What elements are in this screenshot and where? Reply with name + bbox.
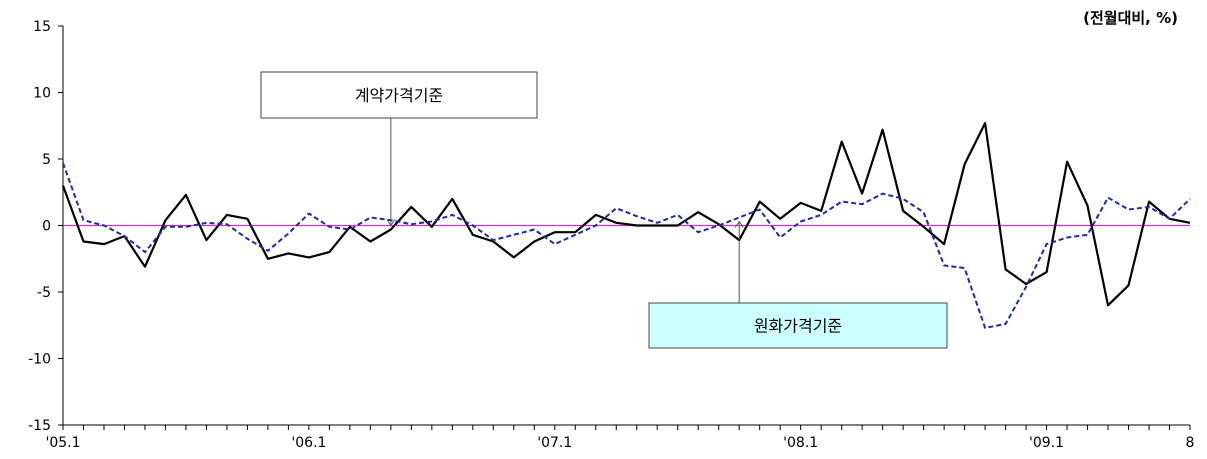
x-tick-label: '09.1 [1029,435,1064,451]
callout-won-price-box [648,302,948,349]
y-tick-label: 10 [33,86,51,102]
y-axis-ticks: 15 10 5 0 -5 -10 -15 [28,19,63,434]
callout-contract-price-box [260,71,538,119]
series-line-contract-price [61,121,1191,307]
x-tick-label: '06.1 [291,435,326,451]
y-tick-label: -5 [37,285,51,301]
y-tick-label: 15 [33,19,51,35]
y-tick-label: -10 [28,352,51,368]
callout-arrowhead-icon [734,220,744,228]
callout-won-price-label: 원화가격기준 [754,317,842,336]
y-tick-label: 5 [42,152,51,168]
y-tick-label: -15 [28,418,51,434]
chart-axes [62,26,1190,426]
x-axis-ticks: '05.1 '06.1 '07.1 '08.1 '09.1 8 [45,425,1194,451]
callout-contract-price-label: 계약가격기준 [355,86,443,105]
x-tick-label: '05.1 [45,435,80,451]
x-tick-label: '08.1 [783,435,818,451]
callout-arrowhead-icon [386,219,396,227]
unit-label: (전월대비, %) [1083,9,1178,27]
series-line-won-price [62,162,1191,329]
y-tick-label: 0 [42,219,51,235]
x-tick-label: '07.1 [537,435,572,451]
x-tick-label: 8 [1186,435,1195,451]
